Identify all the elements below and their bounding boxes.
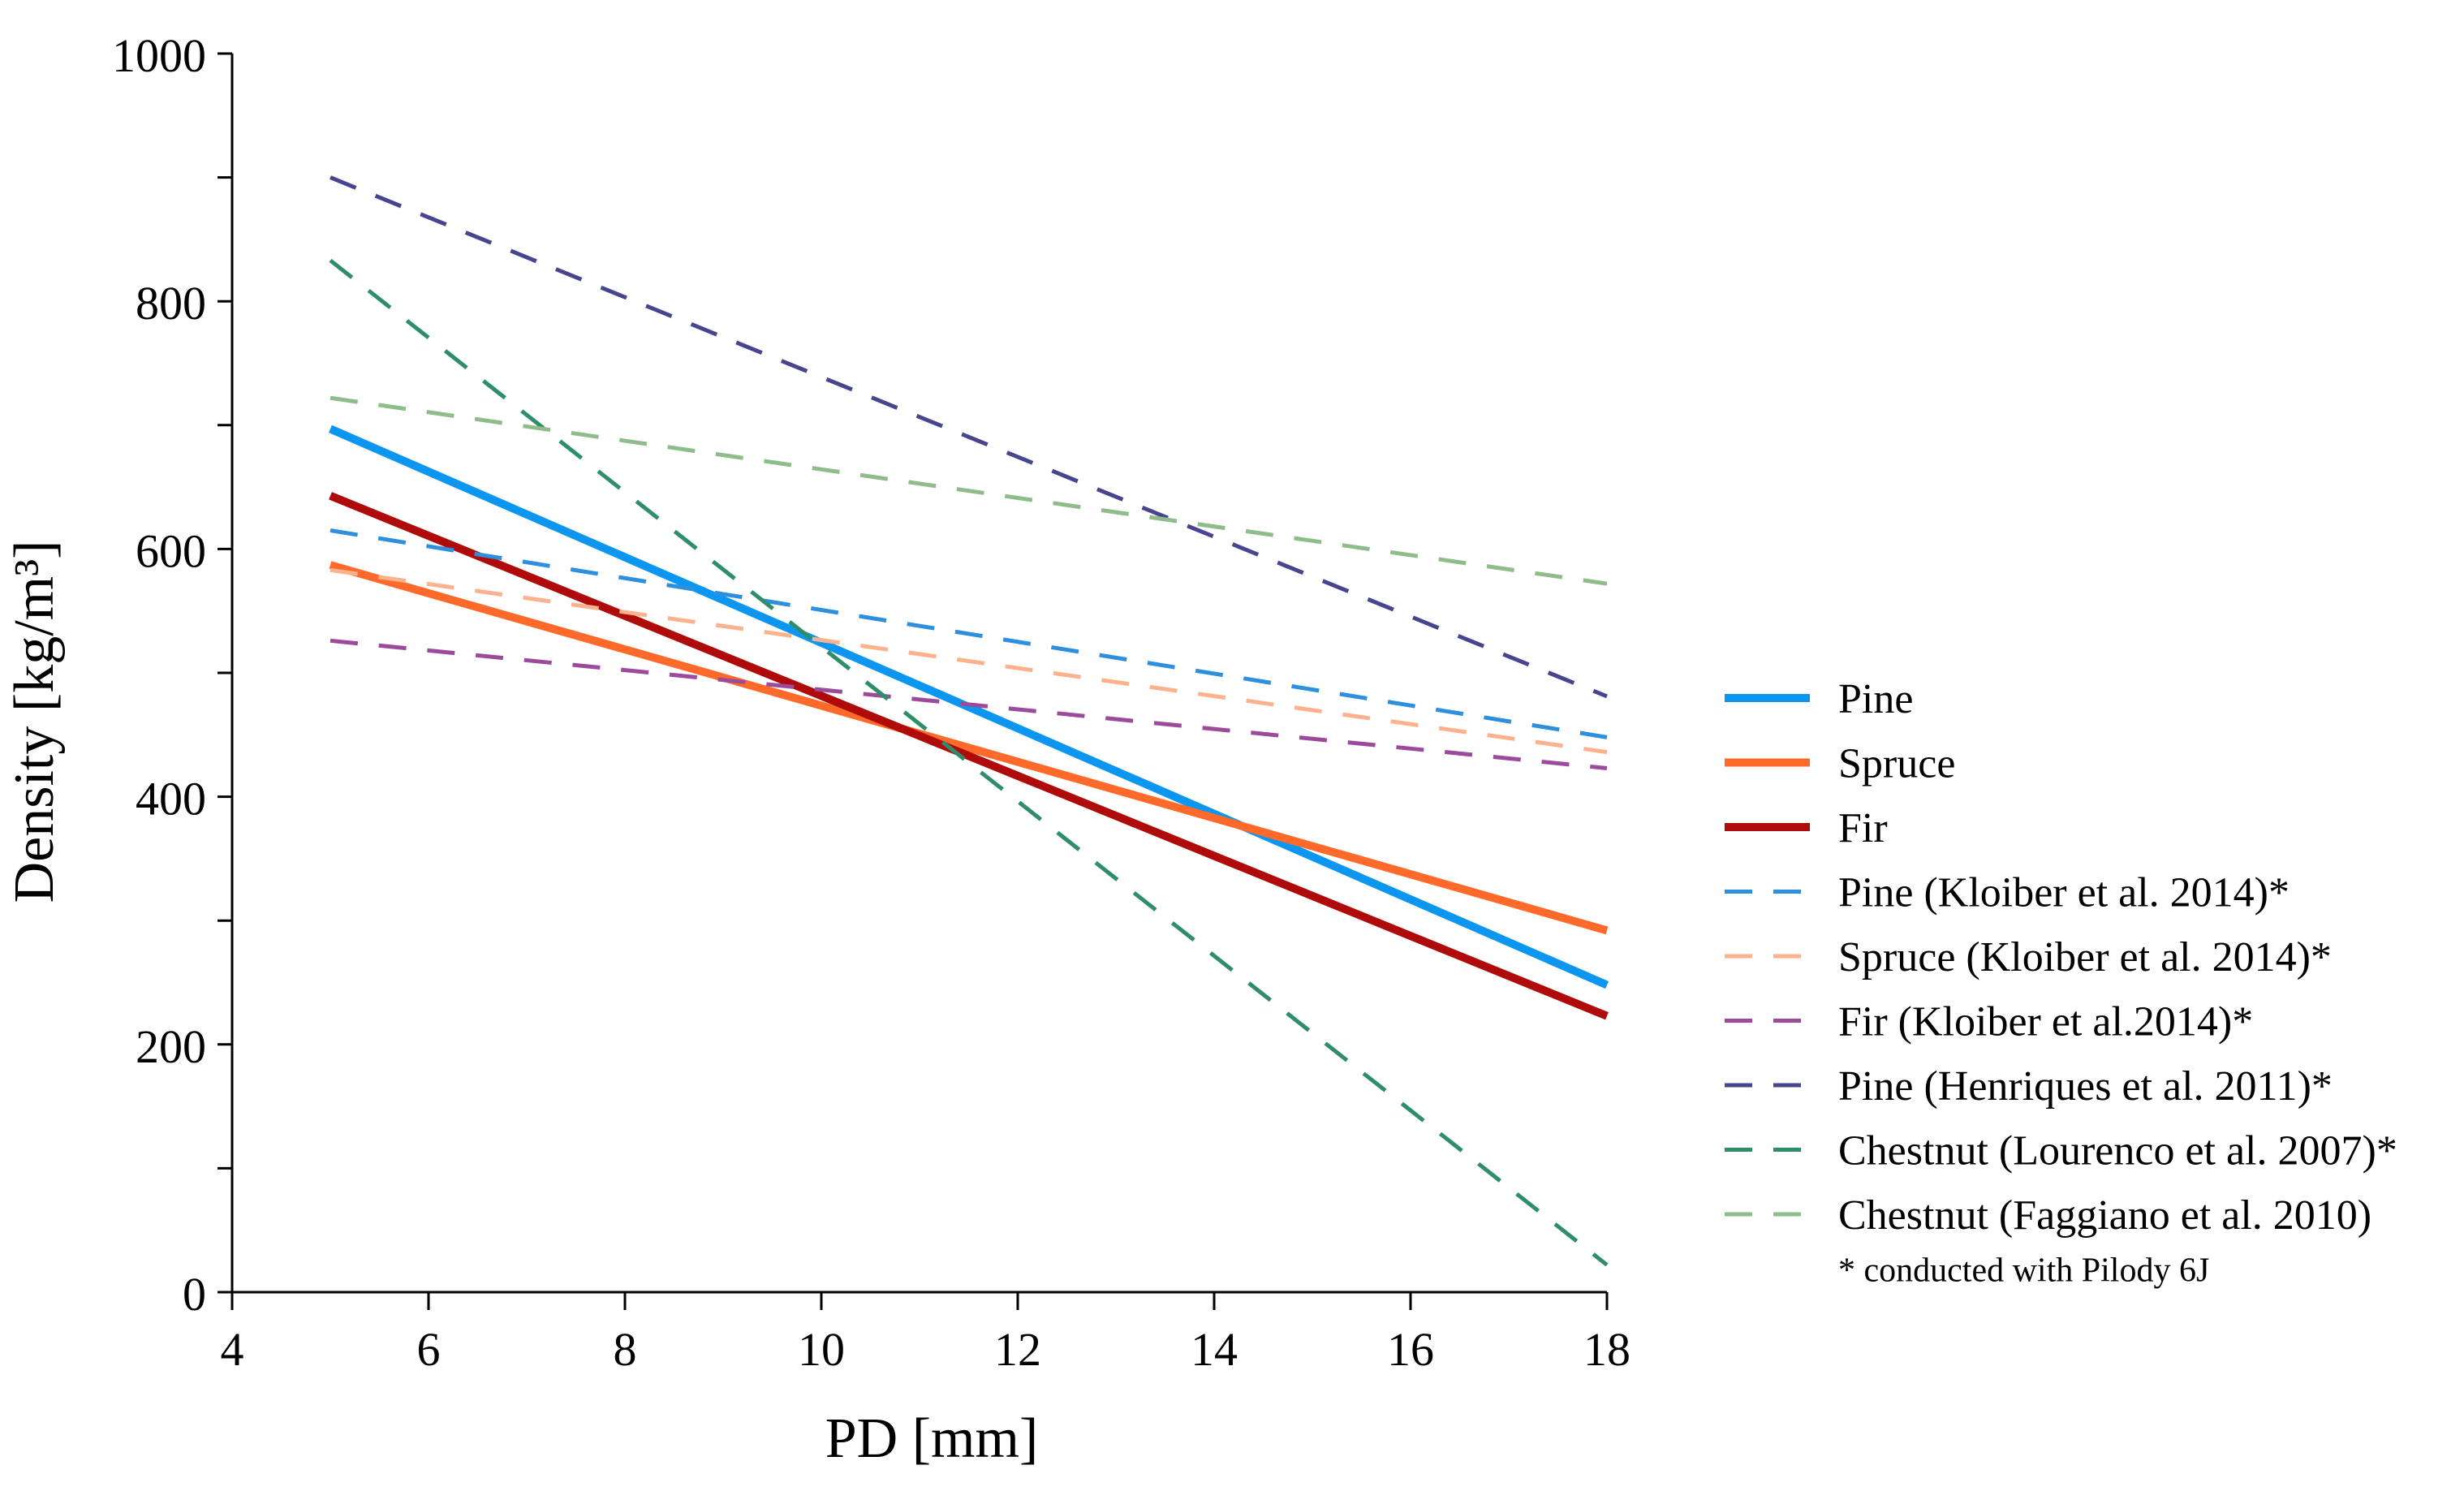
series-line-8 xyxy=(329,258,1609,1267)
series-line-1 xyxy=(329,424,1609,989)
legend-label-9: Chestnut (Faggiano et al. 2010) xyxy=(1838,1192,2371,1239)
legend-label-7: Pine (Henriques et al. 2011)* xyxy=(1838,1063,2333,1110)
y-tick-label: 800 xyxy=(136,277,206,330)
y-axis-ticks: 0 200 400 600 800 1000 xyxy=(112,29,232,1321)
plot-area: 0 200 400 600 800 1000 4 6 8 10 12 14 16 18 xyxy=(112,29,1630,1376)
series-line-9 xyxy=(330,395,1608,586)
series-line-4 xyxy=(330,528,1608,739)
x-tick-label: 18 xyxy=(1583,1323,1630,1376)
x-tick-label: 4 xyxy=(221,1323,244,1376)
legend-label-8: Chestnut (Lourenco et al. 2007)* xyxy=(1838,1128,2397,1174)
legend-label-6: Fir (Kloiber et al.2014)* xyxy=(1838,999,2253,1045)
x-axis-label: PD [mm] xyxy=(825,1407,1039,1470)
legend-label-4: Pine (Kloiber et al. 2014)* xyxy=(1838,870,2290,916)
series-lines xyxy=(329,175,1609,1267)
y-tick-label: 600 xyxy=(136,524,206,577)
y-tick-label: 1000 xyxy=(112,29,206,82)
y-axis-label: Density [kg/m³] xyxy=(3,541,66,903)
series-line-5 xyxy=(330,567,1608,755)
legend-label-5: Spruce (Kloiber et al. 2014)* xyxy=(1838,934,2332,980)
x-tick-label: 6 xyxy=(417,1323,441,1376)
x-axis-ticks: 4 6 8 10 12 14 16 18 xyxy=(221,1292,1630,1376)
x-tick-label: 12 xyxy=(994,1323,1041,1376)
x-tick-label: 14 xyxy=(1191,1323,1238,1376)
series-line-3 xyxy=(329,492,1609,1020)
legend-label-2: Spruce xyxy=(1838,741,1955,787)
legend-footnote: * conducted with Pilody 6J xyxy=(1838,1252,2209,1290)
legend-label-3: Fir xyxy=(1838,805,1888,851)
legend-label-1: Pine xyxy=(1838,676,1913,722)
series-line-7 xyxy=(330,175,1608,699)
y-tick-label: 200 xyxy=(136,1020,206,1073)
legend: Pine Spruce Fir Pine (Kloiber et al. 2014)*… xyxy=(1725,676,2397,1239)
y-tick-label: 0 xyxy=(183,1268,206,1321)
x-tick-label: 8 xyxy=(614,1323,637,1376)
y-tick-label: 400 xyxy=(136,773,206,825)
series-line-2 xyxy=(329,561,1609,935)
x-tick-label: 16 xyxy=(1387,1323,1434,1376)
series-line-6 xyxy=(330,638,1608,770)
x-tick-label: 10 xyxy=(798,1323,845,1376)
